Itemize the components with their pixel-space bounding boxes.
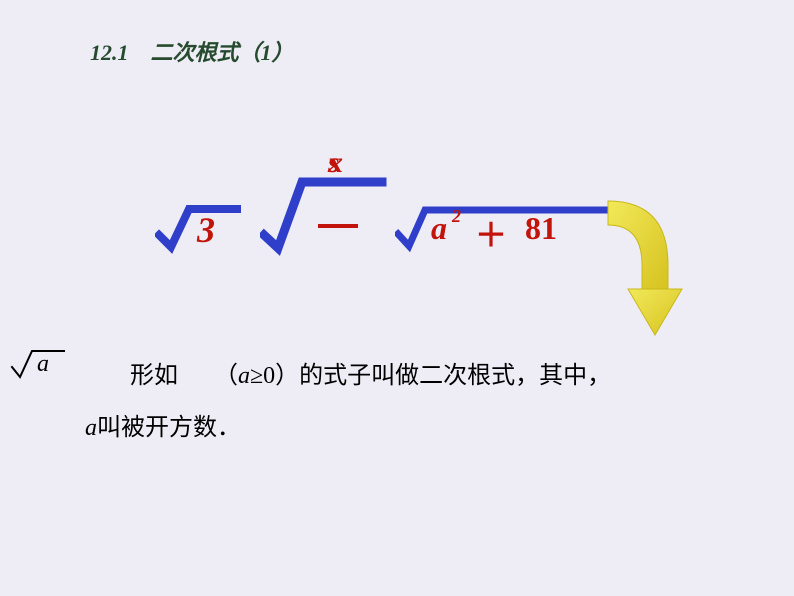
slide-title: 12.1 二次根式（1） xyxy=(90,35,294,67)
radicand-plus: ＋ xyxy=(475,210,507,256)
expr-sqrt-a2-81: a 2 ＋ 81 xyxy=(395,200,615,265)
def-line2-var: a xyxy=(85,415,97,441)
math-expressions: 3 sx a 2 ＋ 81 xyxy=(155,160,655,300)
radicand-exp: 2 xyxy=(452,206,461,227)
def-part1: 形如 （ xyxy=(130,363,238,389)
def-line2-rest: 叫被开方数． xyxy=(97,415,241,441)
arrow-down-icon xyxy=(590,195,690,345)
def-cond-var: a xyxy=(238,363,250,389)
curved-arrow xyxy=(590,195,690,345)
radicand-3: 3 xyxy=(197,209,215,251)
radical-icon xyxy=(260,150,390,270)
expr-sqrt-s-pi: sx xyxy=(260,150,390,270)
def-cond-op: ≥0 xyxy=(250,363,275,389)
radicand-81: 81 xyxy=(525,210,557,247)
expr-sqrt-a-def: a xyxy=(10,345,90,385)
expr-sqrt-3: 3 xyxy=(155,195,245,265)
def-part2: ）的式子叫做二次根式，其中， xyxy=(275,363,611,389)
slide: 12.1 二次根式（1） 3 sx a xyxy=(0,0,794,596)
sqrt-a-var: a xyxy=(37,351,49,378)
radicand-a: a xyxy=(431,210,447,247)
